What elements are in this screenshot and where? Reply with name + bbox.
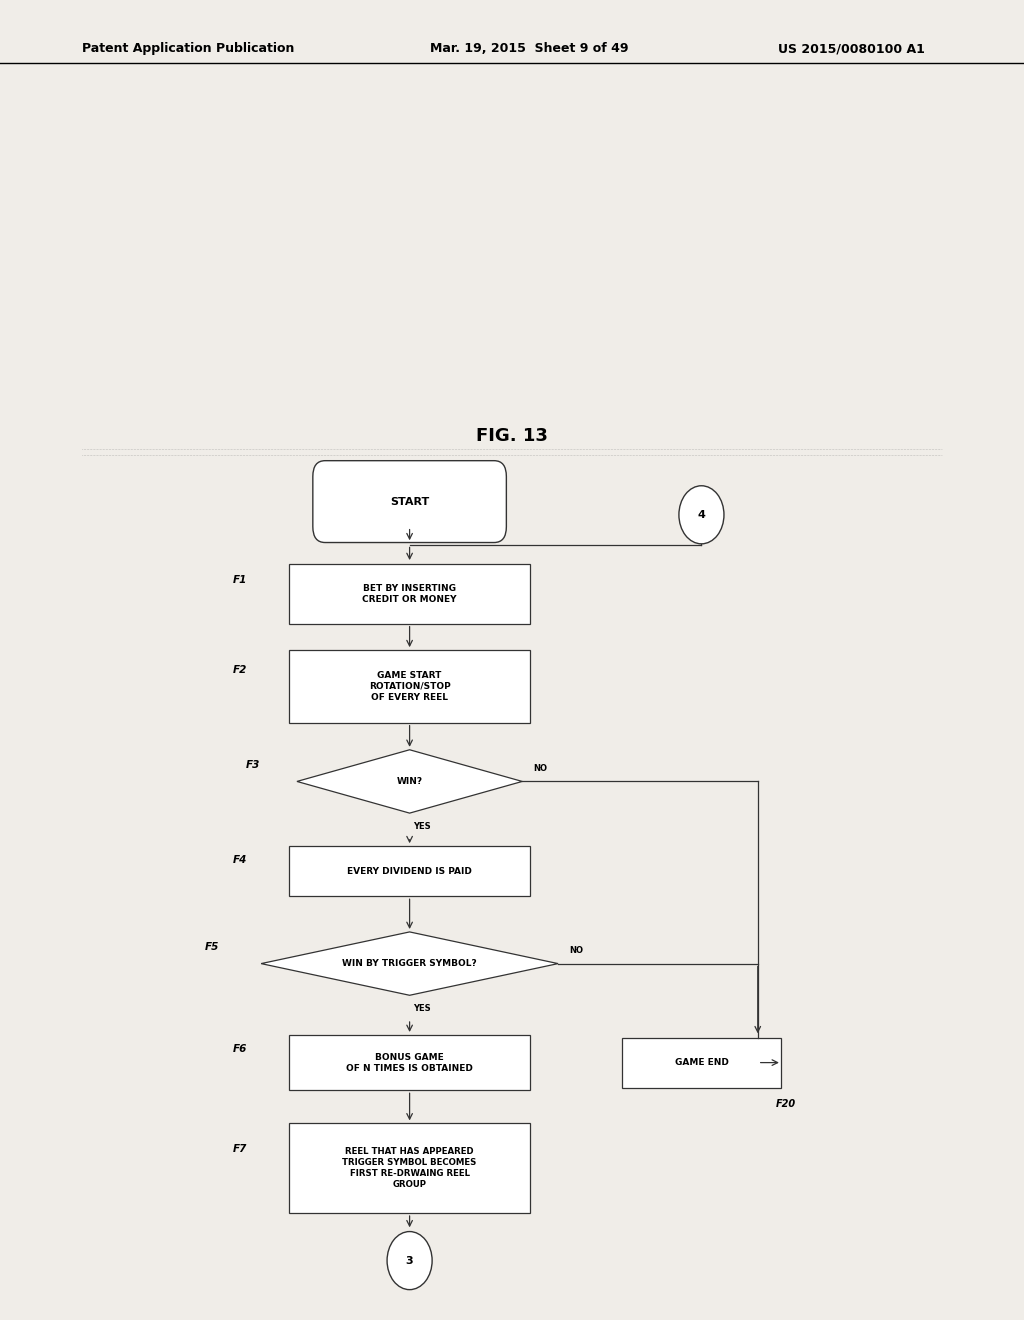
Text: 3: 3 [406,1255,414,1266]
Text: F1: F1 [233,576,248,586]
Circle shape [387,1232,432,1290]
Text: START: START [390,496,429,507]
Bar [290,651,530,723]
Text: YES: YES [413,1005,431,1012]
Text: WIN?: WIN? [396,777,423,785]
Text: Patent Application Publication: Patent Application Publication [82,42,294,55]
Text: Mar. 19, 2015  Sheet 9 of 49: Mar. 19, 2015 Sheet 9 of 49 [430,42,629,55]
Text: REEL THAT HAS APPEARED
TRIGGER SYMBOL BECOMES
FIRST RE-DRWAING REEL
GROUP: REEL THAT HAS APPEARED TRIGGER SYMBOL BE… [342,1147,477,1189]
Text: US 2015/0080100 A1: US 2015/0080100 A1 [778,42,925,55]
Text: F7: F7 [233,1144,248,1155]
Text: NO: NO [534,764,548,772]
Text: F5: F5 [205,942,219,953]
FancyBboxPatch shape [313,461,506,543]
Text: EVERY DIVIDEND IS PAID: EVERY DIVIDEND IS PAID [347,867,472,875]
Text: WIN BY TRIGGER SYMBOL?: WIN BY TRIGGER SYMBOL? [342,960,477,968]
Text: 4: 4 [697,510,706,520]
Polygon shape [297,750,522,813]
Text: F2: F2 [233,665,248,676]
Text: BONUS GAME
OF N TIMES IS OBTAINED: BONUS GAME OF N TIMES IS OBTAINED [346,1052,473,1073]
Text: BET BY INSERTING
CREDIT OR MONEY: BET BY INSERTING CREDIT OR MONEY [362,583,457,605]
Text: NO: NO [569,946,584,954]
Circle shape [679,486,724,544]
Text: FIG. 13: FIG. 13 [476,426,548,445]
Bar [290,564,530,623]
Text: F20: F20 [776,1100,796,1110]
Bar [290,1035,530,1090]
Text: F6: F6 [233,1044,248,1055]
Text: F3: F3 [246,760,260,771]
Text: GAME START
ROTATION/STOP
OF EVERY REEL: GAME START ROTATION/STOP OF EVERY REEL [369,671,451,702]
Polygon shape [261,932,558,995]
Text: F4: F4 [233,855,248,866]
Bar [623,1038,781,1088]
Text: YES: YES [413,822,431,830]
Text: GAME END: GAME END [675,1059,728,1067]
Bar [290,1123,530,1213]
Bar [290,846,530,896]
